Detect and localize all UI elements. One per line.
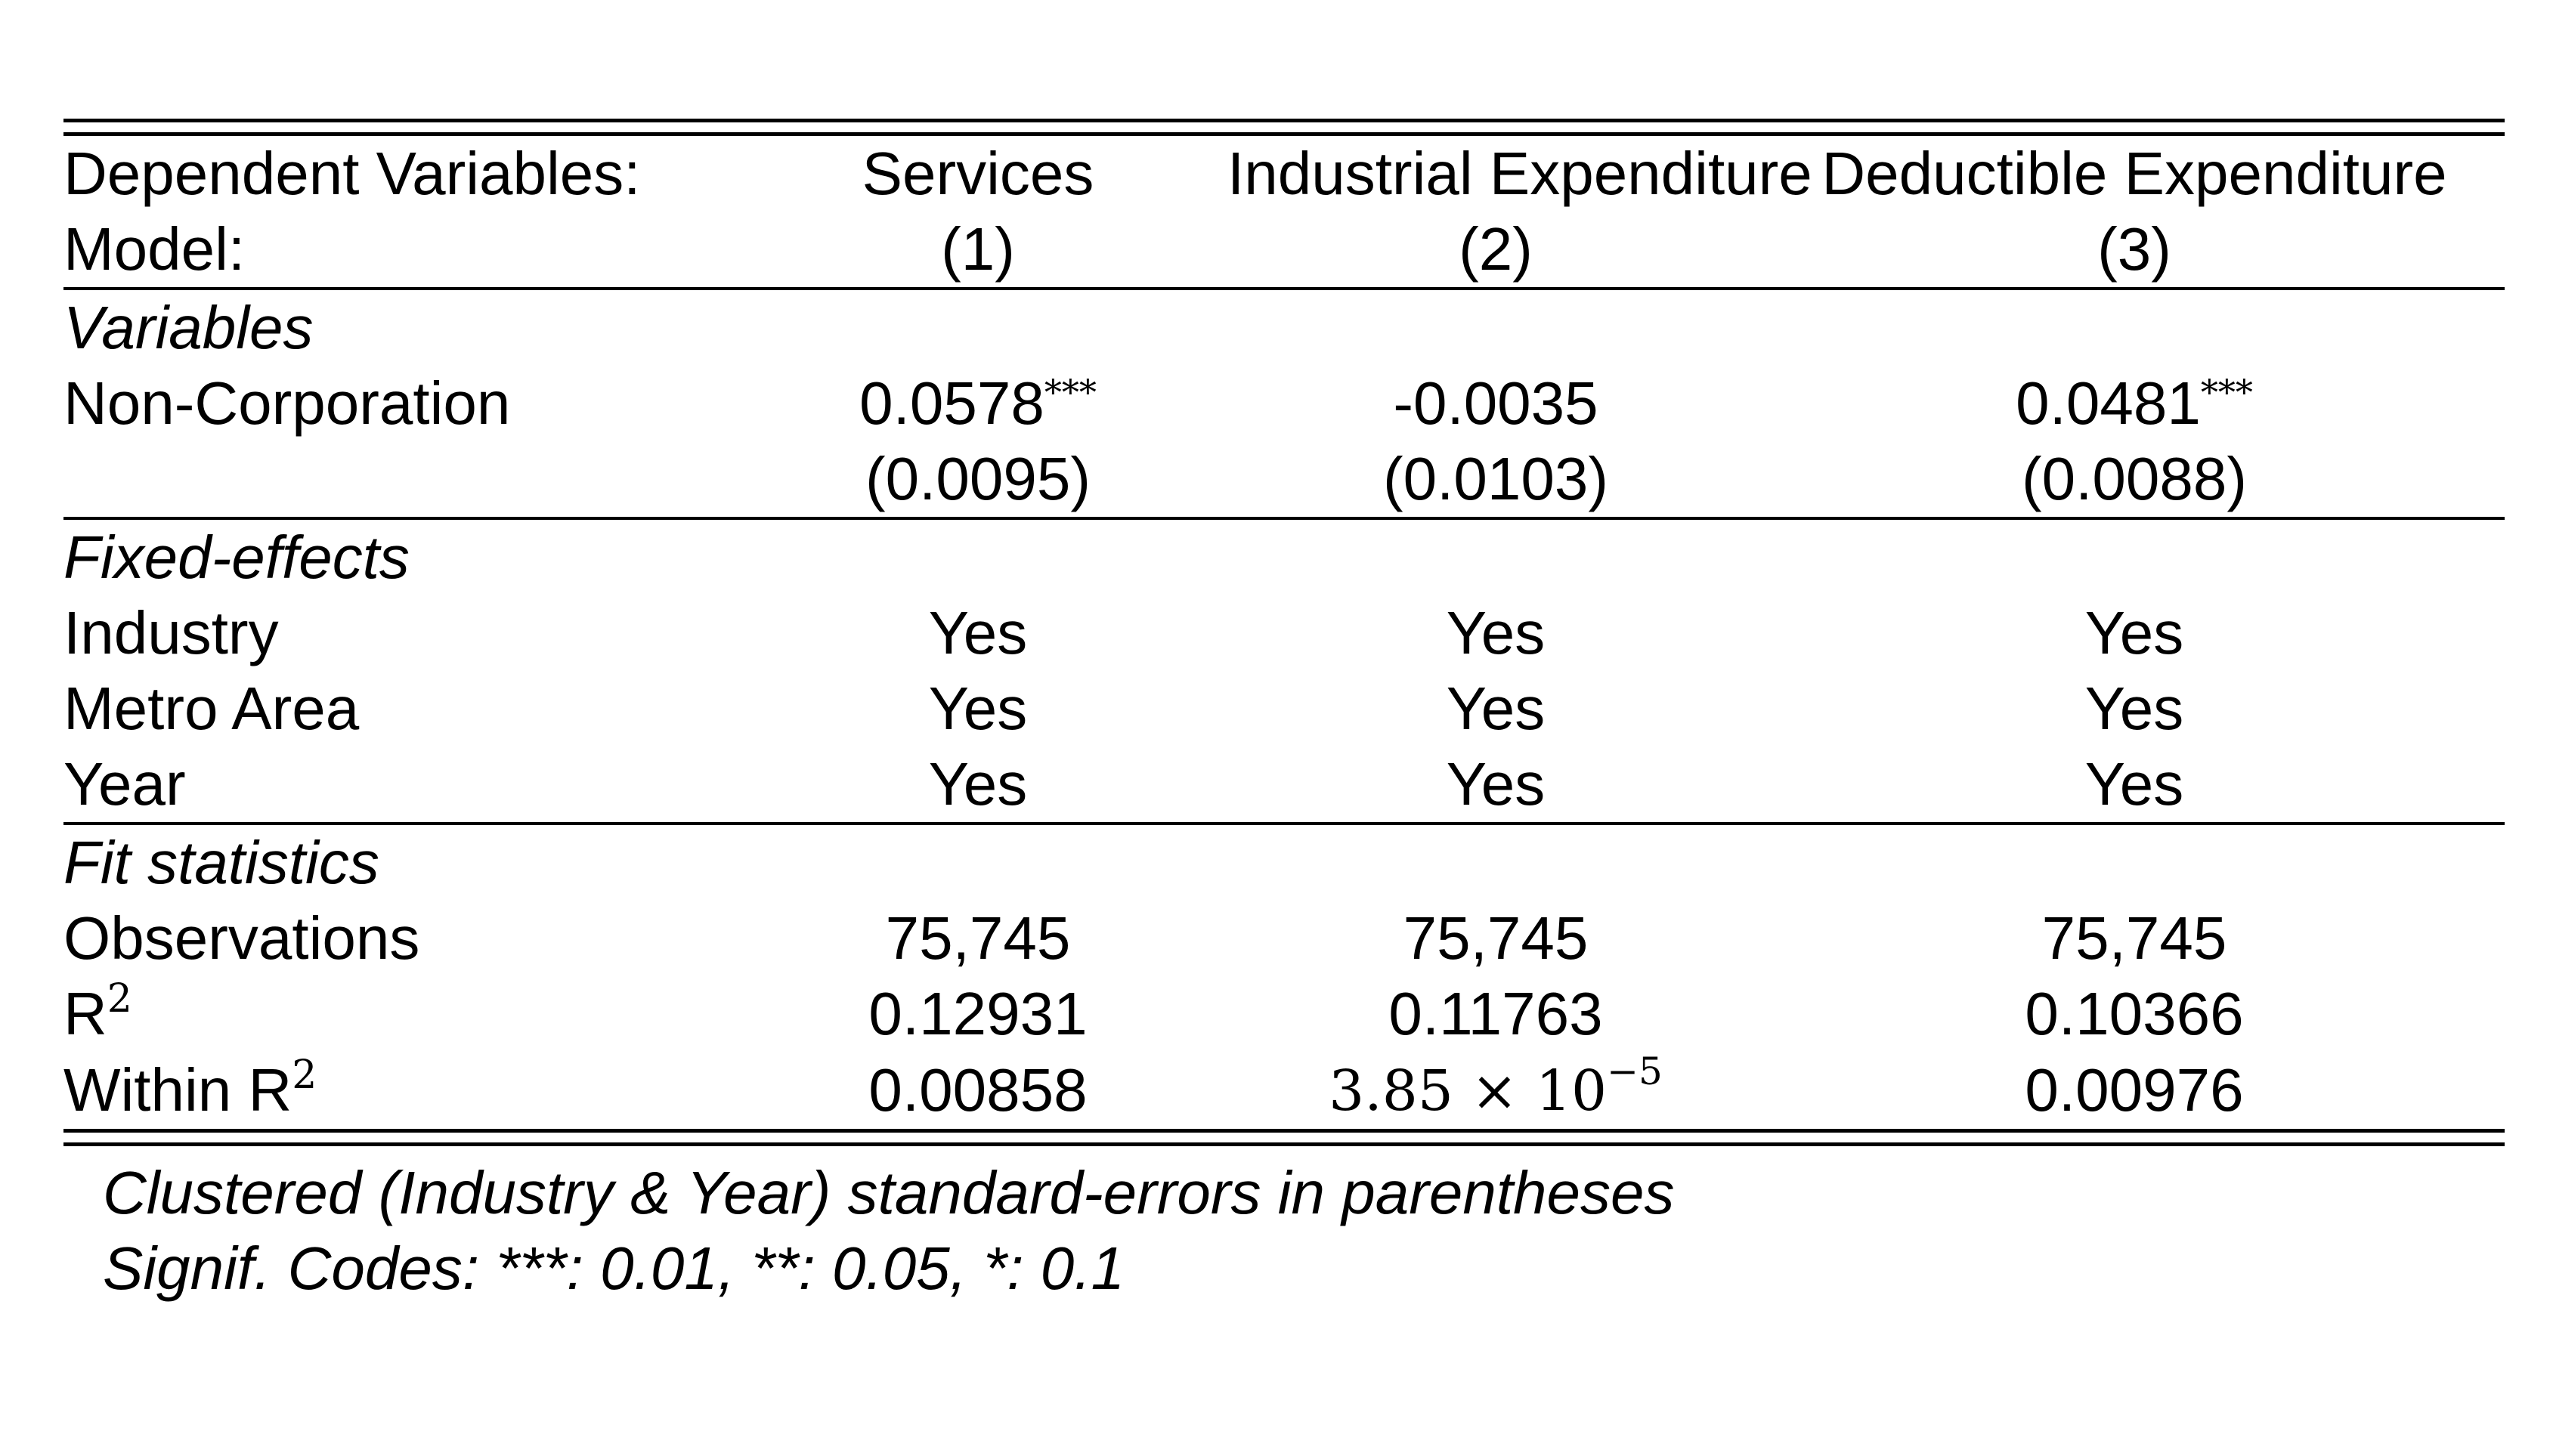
table-row: R2 0.12931 0.11763 0.10366 [63, 976, 2505, 1052]
within-r-squared-value: 0.00858 [868, 1056, 1088, 1124]
observations-value: 75,745 [2041, 904, 2227, 972]
r-squared-value: 0.11763 [1388, 980, 1603, 1047]
significance-stars: *** [1044, 372, 1097, 413]
fe-value: Yes [1446, 675, 1546, 742]
model-row: Model: (1) (2) (3) [63, 212, 2505, 287]
table-row: Metro Area Yes Yes Yes [63, 671, 2505, 747]
significance-codes-note: Signif. Codes: ***: 0.01, **: 0.05, *: 0… [103, 1235, 1125, 1302]
r-squared-label-text: R [63, 980, 107, 1047]
dep-var-services: Services [862, 140, 1094, 207]
observations-value: 75,745 [1403, 904, 1589, 972]
coef-value: -0.0035 [1393, 369, 1598, 437]
standard-error-value: (0.0088) [2022, 445, 2247, 512]
table-row: Observations 75,745 75,745 75,745 [63, 901, 2505, 976]
scientific-mantissa: 3.85 × 10 [1329, 1059, 1608, 1124]
empty-label-cell [63, 441, 729, 517]
bottom-double-rule [63, 1129, 2505, 1146]
fit-statistics-block: Fit statistics Observations 75,745 75,74… [63, 825, 2505, 1129]
dependent-variables-label: Dependent Variables: [63, 140, 641, 207]
row-label-metro-area: Metro Area [63, 675, 360, 742]
header-block: Dependent Variables: Services Industrial… [63, 136, 2505, 287]
coef-value: 0.0578 [859, 369, 1044, 437]
fe-value: Yes [928, 750, 1028, 818]
fe-value: Yes [2084, 750, 2184, 818]
within-r-squared-value: 0.00976 [2025, 1056, 2244, 1124]
row-label-within-r-squared: Within R2 [63, 1052, 729, 1129]
row-label-industry: Industry [63, 599, 279, 666]
within-r-squared-label-text: Within R [63, 1056, 292, 1124]
coef-cell: 0.0481*** [1764, 366, 2505, 441]
coef-cell: 0.0578*** [729, 366, 1227, 441]
table-row: Year Yes Yes Yes [63, 747, 2505, 822]
rule-after-variables [63, 517, 2505, 520]
observations-value: 75,745 [885, 904, 1071, 972]
fe-value: Yes [928, 675, 1028, 742]
r-squared-value: 0.12931 [868, 980, 1088, 1047]
fe-value: Yes [1446, 599, 1546, 666]
fe-value: Yes [1446, 750, 1546, 818]
table-row: Within R2 0.00858 3.85 × 10−5 0.00976 [63, 1052, 2505, 1129]
row-label-year: Year [63, 750, 186, 818]
dep-var-deductible-expenditure: Deductible Expenditure [1821, 140, 2447, 207]
fe-value: Yes [928, 599, 1028, 666]
row-label-non-corporation: Non-Corporation [63, 369, 511, 437]
fe-value: Yes [2084, 675, 2184, 742]
standard-error-value: (0.0103) [1383, 445, 1608, 512]
table-notes: Clustered (Industry & Year) standard-err… [63, 1146, 2505, 1306]
scientific-exponent: −5 [1607, 1049, 1663, 1093]
dep-var-industrial-expenditure: Industrial Expenditure [1227, 140, 1812, 207]
model-number-2: (2) [1459, 215, 1533, 283]
clustered-se-note: Clustered (Industry & Year) standard-err… [103, 1159, 1675, 1226]
section-heading-row: Variables [63, 290, 2505, 366]
rule-after-fixed-effects [63, 822, 2505, 825]
top-double-rule [63, 119, 2505, 136]
dependent-variables-row: Dependent Variables: Services Industrial… [63, 136, 2505, 212]
fixed-effects-block: Fixed-effects Industry Yes Yes Yes Metro… [63, 520, 2505, 822]
significance-stars: *** [2200, 372, 2253, 413]
variables-section-title: Variables [63, 294, 314, 361]
row-label-observations: Observations [63, 904, 420, 972]
section-heading-row: Fixed-effects [63, 520, 2505, 595]
rule-after-header [63, 287, 2505, 290]
within-r-squared-math-value: 3.85 × 10−5 [1227, 1052, 1764, 1129]
variables-block: Variables Non-Corporation 0.0578*** -0.0… [63, 290, 2505, 517]
model-label: Model: [63, 215, 246, 283]
table-row: Non-Corporation 0.0578*** -0.0035 0.0481… [63, 366, 2505, 441]
model-number-3: (3) [2097, 215, 2171, 283]
r-squared-value: 0.10366 [2025, 980, 2244, 1047]
within-r-squared-superscript: 2 [292, 1053, 317, 1098]
row-label-r-squared: R2 [63, 976, 729, 1052]
table-row: Industry Yes Yes Yes [63, 595, 2505, 671]
fixed-effects-section-title: Fixed-effects [63, 524, 410, 591]
fe-value: Yes [2084, 599, 2184, 666]
standard-error-value: (0.0095) [865, 445, 1091, 512]
fit-statistics-section-title: Fit statistics [63, 829, 379, 896]
section-heading-row: Fit statistics [63, 825, 2505, 901]
model-number-1: (1) [941, 215, 1015, 283]
standard-error-row: (0.0095) (0.0103) (0.0088) [63, 441, 2505, 517]
coef-cell: -0.0035 [1227, 366, 1764, 441]
regression-table: Dependent Variables: Services Industrial… [63, 119, 2505, 1306]
coef-value: 0.0481 [2016, 369, 2201, 437]
r-squared-superscript: 2 [107, 976, 132, 1022]
